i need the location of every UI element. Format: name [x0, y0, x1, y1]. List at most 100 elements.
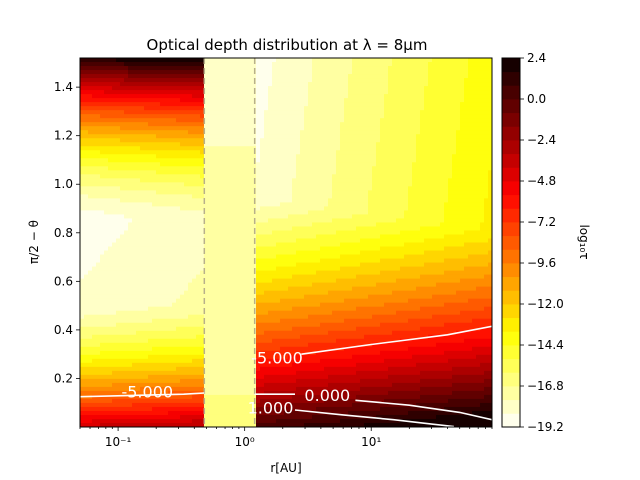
heatmap-cell: [120, 230, 125, 236]
heatmap-cell: [240, 210, 245, 216]
heatmap-cell: [192, 422, 197, 427]
heatmap-cell: [256, 314, 261, 320]
heatmap-cell: [260, 106, 265, 111]
heatmap-cell: [220, 166, 225, 171]
heatmap-cell: [200, 422, 205, 427]
heatmap-cell: [184, 182, 189, 187]
heatmap-cell: [204, 190, 209, 195]
heatmap-cell: [292, 86, 297, 91]
heatmap-cell: [144, 382, 149, 388]
heatmap-cell: [196, 134, 201, 139]
heatmap-cell: [140, 266, 145, 272]
heatmap-cell: [244, 354, 249, 360]
heatmap-cell: [116, 230, 121, 236]
heatmap-cell: [80, 82, 85, 87]
heatmap-cell: [272, 62, 277, 67]
heatmap-cell: [232, 322, 237, 328]
heatmap-cell: [200, 410, 205, 416]
heatmap-cell: [120, 134, 125, 139]
heatmap-cell: [172, 230, 177, 236]
heatmap-cell: [228, 294, 233, 300]
heatmap-cell: [244, 110, 249, 115]
heatmap-cell: [280, 318, 285, 324]
heatmap-cell: [292, 250, 297, 256]
heatmap-cell: [92, 110, 97, 115]
heatmap-cell: [168, 126, 173, 131]
heatmap-cell: [136, 110, 141, 115]
heatmap-cell: [176, 342, 181, 348]
heatmap-cell: [284, 258, 289, 264]
heatmap-cell: [284, 282, 289, 288]
heatmap-cell: [132, 402, 137, 408]
heatmap-cell: [260, 422, 265, 427]
heatmap-cell: [84, 414, 89, 420]
heatmap-cell: [216, 294, 221, 300]
heatmap-cell: [92, 350, 97, 356]
heatmap-cell: [172, 258, 177, 264]
heatmap-cell: [156, 218, 161, 224]
heatmap-cell: [128, 222, 133, 228]
heatmap-cell: [208, 410, 213, 416]
heatmap-cell: [244, 214, 249, 220]
heatmap-cell: [268, 202, 273, 207]
heatmap-cell: [216, 246, 221, 252]
heatmap-cell: [268, 242, 273, 248]
heatmap-cell: [208, 110, 213, 115]
heatmap-cell: [128, 206, 133, 212]
heatmap-cell: [228, 278, 233, 284]
heatmap-cell: [236, 262, 241, 268]
heatmap-cell: [184, 422, 189, 427]
heatmap-cell: [240, 250, 245, 256]
heatmap-cell: [240, 326, 245, 332]
heatmap-cell: [224, 354, 229, 360]
heatmap-cell: [268, 350, 273, 356]
heatmap-cell: [216, 74, 221, 79]
heatmap-cell: [240, 370, 245, 376]
heatmap-cell: [128, 418, 133, 424]
heatmap-cell: [164, 94, 169, 99]
heatmap-cell: [188, 206, 193, 212]
heatmap-cell: [108, 354, 113, 360]
heatmap-cell: [188, 314, 193, 320]
heatmap-cell: [216, 158, 221, 163]
heatmap-cell: [284, 350, 289, 356]
heatmap-cell: [216, 178, 221, 183]
heatmap-cell: [160, 278, 165, 284]
heatmap-cell: [256, 86, 261, 91]
heatmap-cell: [140, 214, 145, 220]
heatmap-cell: [272, 82, 277, 87]
heatmap-cell: [256, 62, 261, 67]
heatmap-cell: [128, 286, 133, 292]
heatmap-cell: [240, 274, 245, 280]
heatmap-cell: [208, 354, 213, 360]
heatmap-cell: [116, 242, 121, 248]
heatmap-cell: [180, 202, 185, 207]
heatmap-cell: [280, 358, 285, 364]
heatmap-cell: [248, 310, 253, 316]
heatmap-cell: [196, 154, 201, 159]
heatmap-cell: [288, 82, 293, 87]
heatmap-cell: [292, 318, 297, 324]
heatmap-cell: [228, 198, 233, 203]
heatmap-cell: [180, 246, 185, 252]
heatmap-cell: [224, 386, 229, 392]
heatmap-cell: [208, 262, 213, 268]
heatmap-cell: [224, 318, 229, 324]
heatmap-cell: [192, 334, 197, 340]
heatmap-cell: [124, 138, 129, 143]
heatmap-cell: [116, 122, 121, 127]
heatmap-cell: [280, 418, 285, 424]
heatmap-cell: [80, 190, 85, 195]
heatmap-cell: [236, 338, 241, 344]
heatmap-cell: [200, 94, 205, 99]
heatmap-cell: [156, 82, 161, 87]
heatmap-cell: [240, 350, 245, 356]
heatmap-cell: [200, 362, 205, 368]
heatmap-cell: [284, 214, 289, 220]
heatmap-cell: [84, 306, 89, 312]
heatmap-cell: [240, 206, 245, 212]
heatmap-cell: [152, 186, 157, 191]
heatmap-cell: [240, 130, 245, 135]
heatmap-cell: [120, 90, 125, 95]
heatmap-cell: [260, 130, 265, 135]
